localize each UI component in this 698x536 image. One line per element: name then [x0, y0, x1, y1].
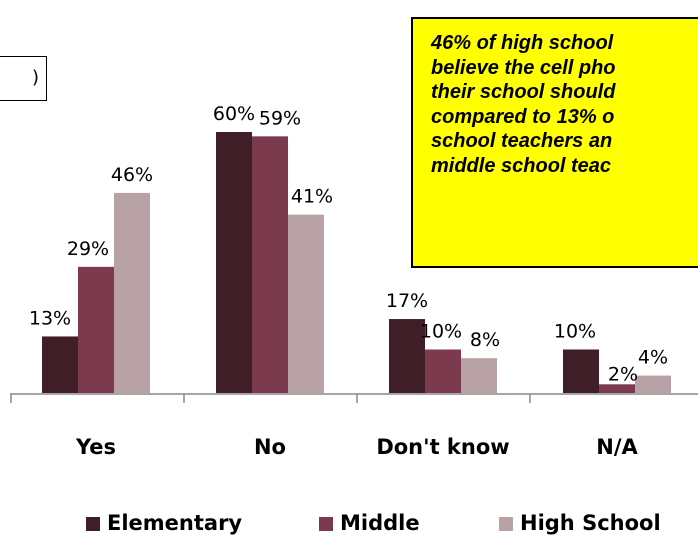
- data-label: 29%: [67, 238, 109, 260]
- data-label: 59%: [259, 107, 301, 129]
- category-label: No: [254, 435, 286, 459]
- bar-n-a-high-school: [635, 375, 671, 393]
- bar-yes-high-school: [114, 192, 150, 393]
- bar-don-t-know-elementary: [389, 319, 425, 393]
- legend-swatch: [499, 517, 513, 531]
- data-label: 60%: [213, 103, 255, 125]
- legend-label: High School: [520, 511, 661, 535]
- category-label: Yes: [75, 435, 116, 459]
- cropped-text-box-label: ): [31, 67, 39, 88]
- bar-no-middle: [252, 136, 288, 393]
- category-labels-group: Yes No Don't know N/A: [75, 435, 639, 459]
- callout-box: 46% of high school believe the cell pho …: [411, 17, 698, 268]
- bar-n-a-middle: [599, 384, 635, 393]
- callout-line-4: compared to 13% o: [431, 105, 615, 128]
- category-label: N/A: [596, 435, 638, 459]
- data-label: 8%: [470, 329, 500, 351]
- bar-don-t-know-high-school: [461, 358, 497, 393]
- data-label: 4%: [638, 347, 668, 369]
- category-label: Don't know: [376, 435, 509, 459]
- legend-swatch: [86, 517, 100, 531]
- value-labels-group: 13% 29% 46% 60% 59% 41% 17% 10% 8% 10% 2%4%: [29, 103, 668, 385]
- data-label: 17%: [386, 290, 428, 312]
- legend-label: Middle: [340, 511, 420, 535]
- bar-no-elementary: [216, 132, 252, 393]
- callout-line-3: their school should: [431, 81, 616, 103]
- data-label: 13%: [29, 307, 71, 329]
- bars-group: [42, 132, 671, 393]
- bar-don-t-know-middle: [425, 349, 461, 393]
- callout-line-6: middle school teac: [431, 154, 612, 177]
- legend-label: Elementary: [107, 511, 242, 535]
- data-label: 46%: [111, 164, 153, 186]
- data-label: 10%: [554, 321, 596, 343]
- x-axis: [10, 393, 698, 403]
- callout-line-1: 46% of high school: [431, 32, 614, 54]
- cropped-text-box: ): [0, 56, 47, 101]
- data-label: 2%: [608, 363, 638, 385]
- bar-no-high-school: [288, 214, 324, 393]
- legend-swatch: [319, 517, 333, 531]
- bar-yes-middle: [78, 266, 114, 393]
- bar-n-a-elementary: [563, 349, 599, 393]
- callout-line-5: school teachers an: [431, 130, 613, 152]
- data-label: 10%: [420, 321, 462, 343]
- callout-line-2: believe the cell pho: [431, 56, 616, 79]
- bar-yes-elementary: [42, 336, 78, 393]
- data-label: 41%: [291, 186, 333, 208]
- legend: Elementary Middle High School: [86, 511, 661, 535]
